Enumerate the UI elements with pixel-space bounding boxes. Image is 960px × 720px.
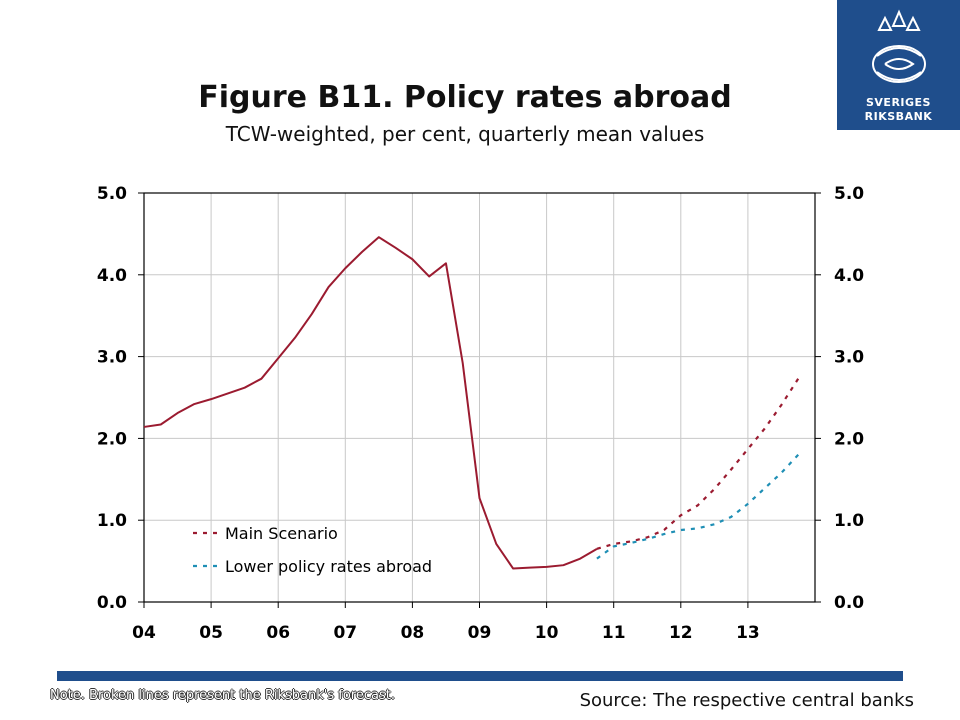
y-tick-label-right: 4.0: [834, 266, 864, 286]
tick-labels: 04 05 06 07 08 09 10 11 12 13 0.0 0.0 1.0 1.0 2.0 2.0 3.…: [97, 184, 864, 643]
x-tick-label: 09: [468, 623, 492, 643]
logo-line-1: SVERIGES: [866, 96, 931, 109]
y-tick-label-right: 3.0: [834, 348, 864, 368]
x-tick-label: 06: [266, 623, 290, 643]
chart-title: Figure B11. Policy rates abroad: [198, 80, 732, 115]
y-tick-label-right: 2.0: [834, 429, 864, 449]
y-tick-label-right: 1.0: [834, 511, 864, 531]
axes: [138, 192, 821, 608]
x-tick-label: 11: [602, 623, 626, 643]
series-lines: [143, 236, 800, 570]
legend-label: Main Scenario: [225, 524, 338, 543]
y-tick-label-left: 4.0: [97, 266, 127, 286]
x-tick-label: 13: [736, 623, 760, 643]
x-tick-label: 08: [401, 623, 425, 643]
grid: [144, 193, 815, 602]
legend: Main Scenario Lower policy rates abroad: [193, 524, 432, 576]
x-tick-label: 04: [132, 623, 156, 643]
forecast-note: Note. Broken lines represent the Riksban…: [50, 688, 395, 703]
footer-bar: [57, 671, 903, 681]
series-main-scenario-outcome: [143, 236, 598, 570]
x-tick-label: 07: [333, 623, 357, 643]
x-tick-label: 12: [669, 623, 693, 643]
y-tick-label-left: 5.0: [97, 184, 127, 204]
logo-line-2: RIKSBANK: [864, 110, 933, 123]
source-text: Source: The respective central banks: [579, 690, 914, 711]
y-tick-label-left: 3.0: [97, 348, 127, 368]
y-tick-label-right: 5.0: [834, 184, 864, 204]
x-tick-label: 10: [535, 623, 559, 643]
y-tick-label-left: 2.0: [97, 429, 127, 449]
series-main-scenario-forecast: [596, 378, 800, 550]
y-tick-label-left: 0.0: [97, 593, 127, 613]
riksbank-logo: SVERIGES RIKSBANK: [837, 0, 960, 130]
y-tick-label-left: 1.0: [97, 511, 127, 531]
legend-label: Lower policy rates abroad: [225, 557, 432, 576]
y-tick-label-right: 0.0: [834, 593, 864, 613]
crest-icon: [872, 9, 926, 83]
x-tick-label: 05: [199, 623, 223, 643]
chart-subtitle: TCW-weighted, per cent, quarterly mean v…: [225, 122, 705, 146]
